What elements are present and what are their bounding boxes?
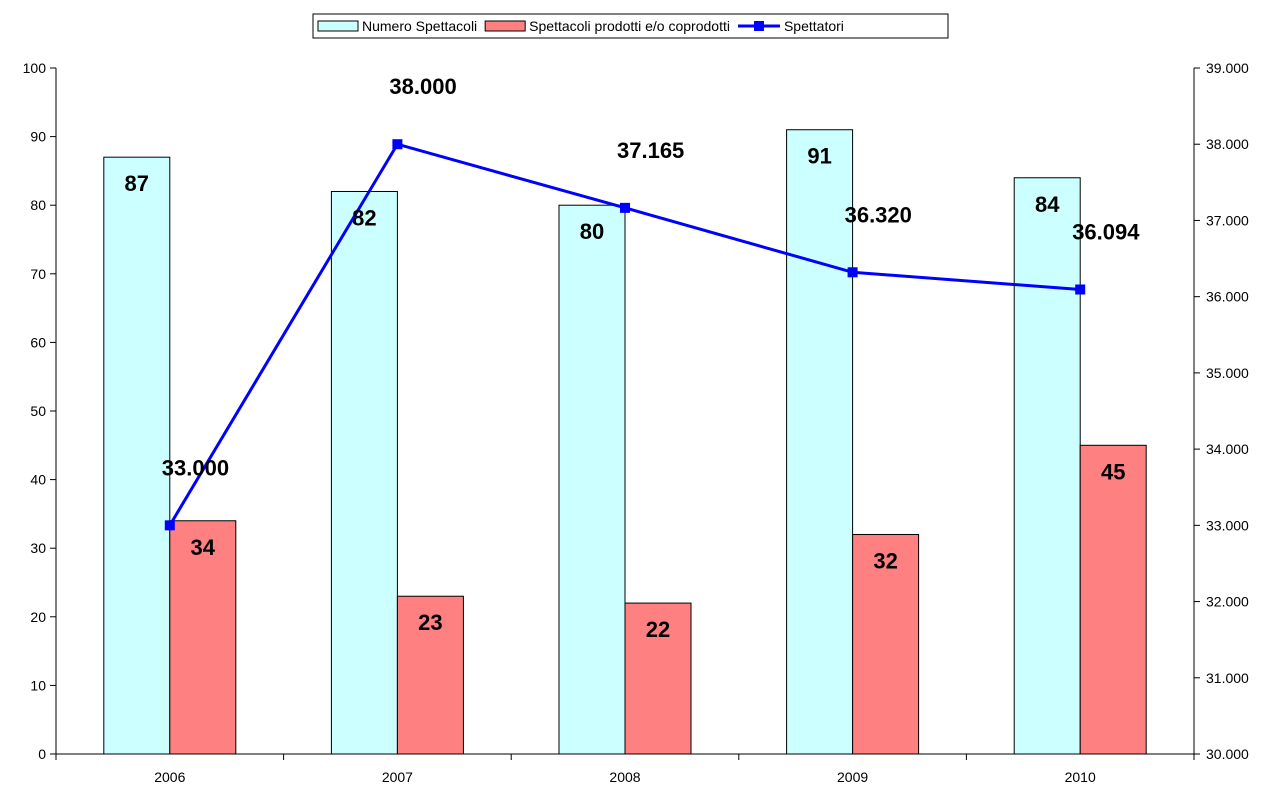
line-data-label: 33.000	[162, 455, 229, 480]
bar-numero-spettacoli-2009	[786, 129, 854, 755]
line-data-label: 37.165	[617, 138, 684, 163]
bar-data-label: 45	[1101, 459, 1125, 484]
axes: 0 10 20 30 40 50 60 70 80 90 100 30.000 31.000 32.000…	[23, 60, 1249, 785]
line-series	[164, 139, 1086, 531]
line-point-spettatori-2009	[847, 267, 858, 278]
legend-marker	[753, 21, 764, 31]
y-right-tick-label: 32.000	[1206, 594, 1249, 610]
y-left-tick-label: 70	[30, 266, 46, 282]
line-point-spettatori-2006	[164, 520, 175, 531]
y-left-tick-label: 0	[38, 746, 46, 762]
bar-data-label: 82	[352, 205, 376, 230]
bar-numero-spettacoli-2006	[103, 156, 171, 755]
bar-data-label: 84	[1035, 192, 1060, 217]
bar-spettacoli-prodotti-2009	[852, 533, 920, 755]
bar-data-label: 23	[418, 610, 442, 635]
bar-spettacoli-prodotti-2010	[1079, 444, 1147, 755]
y-right-tick-label: 37.000	[1206, 212, 1249, 228]
bar-data-label: 87	[125, 171, 149, 196]
legend-label: Spettatori	[784, 18, 844, 34]
y-right-tick-label: 35.000	[1206, 365, 1249, 381]
y-right-tick-label: 34.000	[1206, 441, 1249, 457]
y-left-tick-label: 80	[30, 197, 46, 213]
bar-spettacoli-prodotti-2008	[624, 602, 692, 755]
bar-data-label: 91	[807, 144, 831, 169]
bar-numero-spettacoli-2008	[558, 204, 626, 755]
bar-data-label: 80	[580, 219, 604, 244]
line-data-label: 36.320	[845, 202, 912, 227]
y-left-tick-label: 20	[30, 609, 46, 625]
bar-data-label: 34	[191, 535, 216, 560]
y-right-tick-label: 33.000	[1206, 517, 1249, 533]
legend-swatch	[317, 20, 359, 32]
y-left-tick-label: 30	[30, 540, 46, 556]
y-left-tick-label: 90	[30, 129, 46, 145]
y-right-tick-label: 36.000	[1206, 289, 1249, 305]
bar-numero-spettacoli-2007	[330, 190, 398, 755]
bar-numero-spettacoli-2010	[1013, 177, 1081, 755]
line-point-spettatori-2007	[392, 139, 403, 150]
y-left-tick-label: 50	[30, 403, 46, 419]
legend-swatch	[484, 20, 526, 32]
bar-data-label: 32	[873, 548, 897, 573]
legend: Numero Spettacoli Spettacoli prodotti e/o…	[312, 13, 949, 39]
y-right-tick-label: 30.000	[1206, 746, 1249, 762]
line-point-spettatori-2008	[620, 202, 630, 213]
y-right-tick-label: 38.000	[1206, 136, 1249, 152]
y-left-tick-label: 10	[30, 677, 46, 693]
legend-box	[312, 13, 949, 39]
line-data-label: 38.000	[389, 74, 456, 99]
line-point-spettatori-2010	[1075, 284, 1086, 295]
bars	[103, 129, 1147, 755]
bar-data-label: 22	[646, 617, 670, 642]
legend-label: Numero Spettacoli	[362, 18, 477, 34]
y-left-tick-label: 60	[30, 334, 46, 350]
x-tick-label: 2006	[154, 769, 185, 785]
x-tick-label: 2008	[609, 769, 640, 785]
x-tick-label: 2009	[837, 769, 868, 785]
y-left-tick-label: 100	[23, 60, 47, 76]
legend-label: Spettacoli prodotti e/o coprodotti	[529, 18, 730, 34]
y-right-tick-label: 39.000	[1206, 60, 1249, 76]
y-right-tick-label: 31.000	[1206, 670, 1249, 686]
bar-spettacoli-prodotti-2006	[169, 520, 237, 755]
line-data-label: 36.094	[1072, 220, 1140, 245]
data-labels: 87 34 82 23 80 22 91 32 84 45 33.000 38.000 37.165 36…	[125, 74, 1141, 642]
x-tick-label: 2010	[1065, 769, 1096, 785]
y-left-tick-label: 40	[30, 472, 46, 488]
x-tick-label: 2007	[382, 769, 413, 785]
